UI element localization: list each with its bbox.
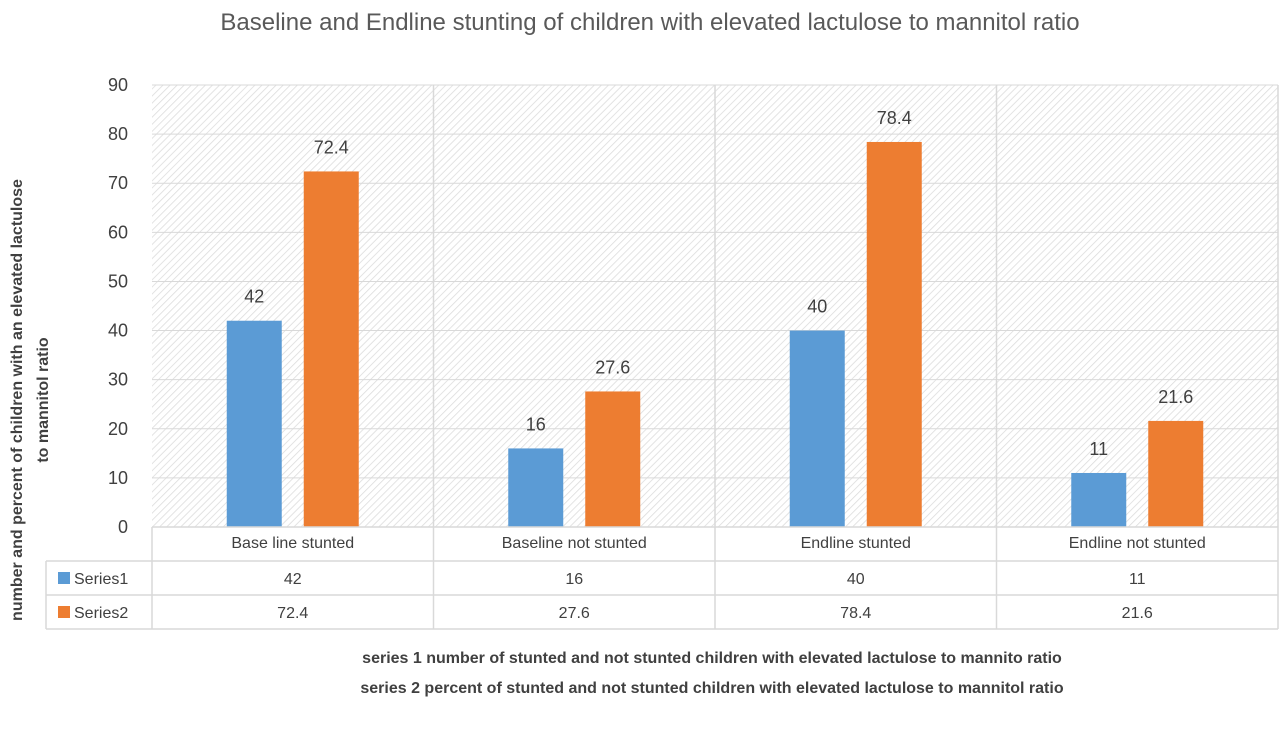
table-cell-series1: 11 bbox=[1129, 571, 1146, 588]
legend-swatch-series1 bbox=[58, 572, 70, 584]
bar-series2-3 bbox=[866, 141, 922, 528]
data-label: 42 bbox=[244, 287, 264, 307]
legend-label-series2: Series2 bbox=[74, 605, 128, 622]
footnote-series1: series 1 number of stunted and not stunt… bbox=[362, 650, 1062, 667]
y-tick-label: 80 bbox=[108, 124, 128, 144]
legend-swatch-series2 bbox=[58, 606, 70, 618]
category-label: Endline not stunted bbox=[1069, 535, 1206, 552]
y-axis-ticks: 0 10 20 30 40 50 60 70 80 90 bbox=[108, 75, 128, 537]
legend-label-series1: Series1 bbox=[74, 571, 128, 588]
data-label: 72.4 bbox=[314, 137, 349, 157]
chart-title: Baseline and Endline stunting of childre… bbox=[220, 9, 1079, 36]
data-label: 78.4 bbox=[877, 108, 912, 128]
y-tick-label: 90 bbox=[108, 75, 128, 95]
category-label: Baseline not stunted bbox=[502, 535, 647, 552]
y-tick-label: 0 bbox=[118, 517, 128, 537]
bar-series1-3 bbox=[789, 330, 845, 527]
category-label: Endline stunted bbox=[801, 535, 911, 552]
table-cell-series1: 40 bbox=[847, 571, 865, 588]
bar-series1-2 bbox=[508, 448, 564, 527]
footnote-series2: series 2 percent of stunted and not stun… bbox=[360, 680, 1063, 697]
bars bbox=[226, 141, 1204, 528]
table-cell-series2: 27.6 bbox=[559, 605, 590, 622]
bar-series2-4 bbox=[1148, 420, 1204, 527]
y-tick-label: 70 bbox=[108, 173, 128, 193]
data-label: 21.6 bbox=[1158, 387, 1193, 407]
y-tick-label: 30 bbox=[108, 370, 128, 390]
table-cell-series1: 42 bbox=[284, 571, 302, 588]
data-label: 27.6 bbox=[595, 357, 630, 377]
data-label: 40 bbox=[807, 297, 827, 317]
y-tick-label: 10 bbox=[108, 468, 128, 488]
bar-series1-1 bbox=[226, 320, 282, 527]
data-labels: 42 16 40 11 72.4 27.6 78.4 21.6 bbox=[244, 108, 1193, 459]
y-tick-label: 20 bbox=[108, 419, 128, 439]
category-label: Base line stunted bbox=[231, 535, 354, 552]
data-table: Base line stunted Baseline not stunted End… bbox=[45, 526, 1279, 630]
table-cell-series2: 78.4 bbox=[840, 605, 871, 622]
bar-series1-4 bbox=[1071, 472, 1127, 527]
table-cell-series2: 72.4 bbox=[277, 605, 308, 622]
table-cell-series2: 21.6 bbox=[1122, 605, 1153, 622]
y-tick-label: 50 bbox=[108, 271, 128, 291]
table-cell-series1: 16 bbox=[565, 571, 583, 588]
y-axis-title-line1: number and percent of children with an e… bbox=[9, 179, 26, 621]
bar-series2-2 bbox=[585, 391, 641, 527]
data-label: 11 bbox=[1089, 439, 1108, 459]
bar-series2-1 bbox=[303, 171, 359, 528]
y-axis-title-line2: to mannitol ratio bbox=[35, 337, 52, 463]
y-tick-label: 60 bbox=[108, 222, 128, 242]
y-tick-label: 40 bbox=[108, 321, 128, 341]
data-label: 16 bbox=[526, 414, 546, 434]
